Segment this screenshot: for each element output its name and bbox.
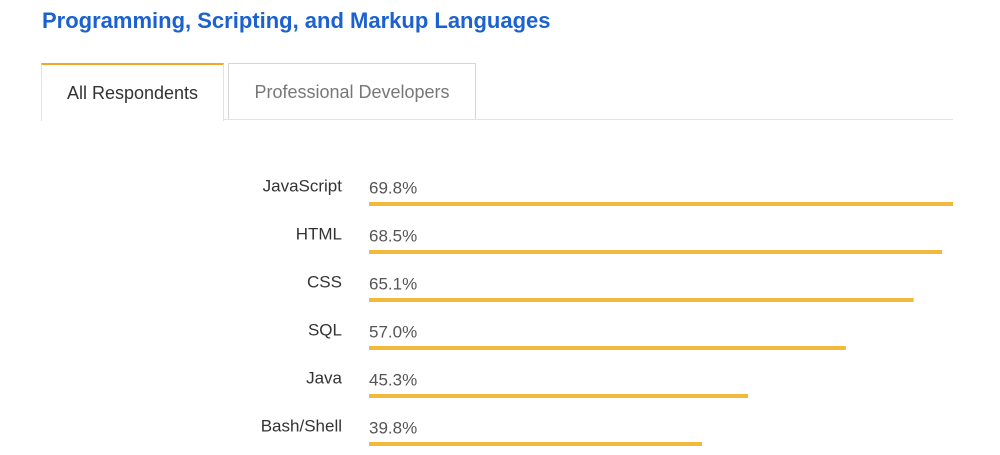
bar <box>369 298 914 302</box>
bar <box>369 346 846 350</box>
value-label: 65.1% <box>369 274 417 293</box>
bar <box>369 202 953 206</box>
value-label: 39.8% <box>369 418 417 437</box>
bar <box>369 394 749 398</box>
value-label: 45.3% <box>369 370 417 389</box>
category-label: SQL <box>308 320 342 339</box>
bar <box>369 442 702 446</box>
value-label: 69.8% <box>369 178 417 197</box>
tab-divider <box>41 119 953 120</box>
category-label: Java <box>306 368 342 387</box>
category-label: HTML <box>296 224 342 243</box>
bar <box>369 250 943 254</box>
page-title: Programming, Scripting, and Markup Langu… <box>42 8 551 33</box>
category-label: JavaScript <box>263 176 343 195</box>
category-label: CSS <box>307 272 342 291</box>
value-label: 68.5% <box>369 226 417 245</box>
category-label: Bash/Shell <box>261 416 342 435</box>
value-label: 57.0% <box>369 322 417 341</box>
tab[interactable]: All Respondents <box>41 63 224 121</box>
